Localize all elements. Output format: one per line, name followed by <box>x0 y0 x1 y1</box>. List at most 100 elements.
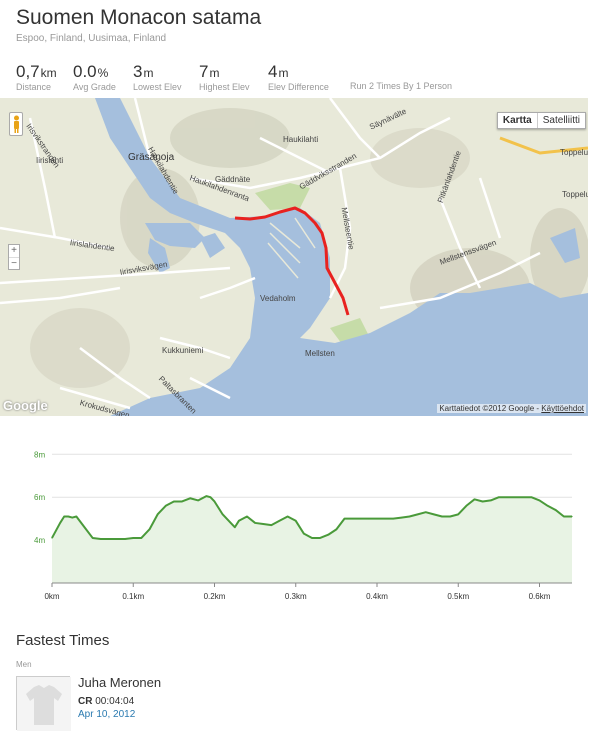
avatar[interactable] <box>16 676 71 731</box>
stat-highest-elev: 7m Highest Elev <box>199 62 250 92</box>
elevation-point <box>140 537 142 539</box>
elevation-point <box>563 515 565 518</box>
segment-route <box>234 206 350 316</box>
y-tick-label: 4m <box>34 536 45 545</box>
elevation-point <box>234 526 236 528</box>
zoom-in-button[interactable]: + <box>11 245 17 256</box>
elevation-point <box>335 528 337 530</box>
map-label-vedaholm: Vedaholm <box>260 294 296 303</box>
zoom-control: + − <box>8 244 20 270</box>
stat-avg-grade: 0.0% Avg Grade <box>73 62 116 92</box>
stat-distance-value: 0,7 <box>16 62 40 81</box>
elevation-point <box>400 516 402 519</box>
stat-elev-difference-unit: m <box>278 66 289 80</box>
elevation-point <box>230 522 232 524</box>
elevation-point <box>51 537 53 539</box>
elevation-point <box>522 496 524 498</box>
elevation-point <box>311 537 313 539</box>
elevation-point <box>59 522 61 524</box>
jersey-icon <box>17 677 71 731</box>
fastest-section-men: Men <box>16 660 32 669</box>
elevation-point <box>63 515 65 518</box>
elevation-point <box>498 496 500 498</box>
stat-elev-difference-label: Elev Difference <box>268 82 329 92</box>
map-type-kartta[interactable]: Kartta <box>498 113 538 128</box>
elevation-point <box>327 534 329 536</box>
elevation-point <box>157 513 159 515</box>
elevation-point <box>433 513 435 515</box>
elevation-area <box>52 496 572 583</box>
elevation-point <box>148 528 151 530</box>
stat-lowest-elev-value: 3 <box>133 62 143 81</box>
stat-highest-elev-value: 7 <box>199 62 209 81</box>
x-tick-label: 0.5km <box>447 592 469 601</box>
elevation-point <box>124 538 126 540</box>
cr-time[interactable]: 00:04:04 <box>95 696 135 707</box>
zoom-out-button[interactable]: − <box>9 257 19 269</box>
segment-location: Espoo, Finland, Uusimaa, Finland <box>16 33 167 44</box>
elevation-point <box>384 518 386 520</box>
stat-runs-label: Run 2 Times By 1 Person <box>350 81 453 91</box>
elevation-point <box>205 495 207 497</box>
elevation-point <box>83 526 86 528</box>
map-water <box>95 98 588 416</box>
elevation-point <box>352 518 354 520</box>
elevation-point <box>319 537 321 539</box>
map-label-haukilahti: Haukilahti <box>283 135 319 144</box>
elevation-point <box>514 496 516 498</box>
elevation-point <box>368 518 370 520</box>
elevation-point <box>238 520 240 522</box>
x-tick-label: 0.2km <box>204 592 226 601</box>
cr-date[interactable]: Apr 10, 2012 <box>78 709 136 720</box>
stat-avg-grade-unit: % <box>97 66 109 80</box>
elevation-point <box>100 538 102 540</box>
elevation-point <box>262 523 264 525</box>
map-type-control: Kartta Satelliitti <box>496 112 586 129</box>
elevation-point <box>165 505 167 507</box>
stat-distance-label: Distance <box>16 82 52 92</box>
map-terms-link[interactable]: Käyttöehdot <box>541 404 584 413</box>
elevation-point <box>189 497 191 499</box>
x-tick-label: 0.3km <box>285 592 307 601</box>
y-tick-label: 8m <box>34 450 45 459</box>
elevation-point <box>417 513 419 515</box>
map-label-iirislahti: Iirislahti <box>36 156 64 165</box>
street-view-pegman[interactable] <box>9 112 23 136</box>
elevation-point <box>222 513 224 515</box>
map-roads <box>0 98 588 410</box>
elevation-point <box>538 499 541 502</box>
map-label-toppelu-2: Toppelu <box>562 190 588 199</box>
stat-lowest-elev-label: Lowest Elev <box>133 82 182 92</box>
elevation-point <box>246 515 248 518</box>
elevation-point <box>482 500 484 503</box>
segment-map[interactable]: Gräsanoja Haukilahti Vedaholm Mellsten K… <box>0 98 588 416</box>
map-label-toppelu-1: Toppelu <box>560 148 588 157</box>
elevation-point <box>457 513 459 515</box>
stat-highest-elev-unit: m <box>209 66 220 80</box>
elevation-point <box>449 515 451 518</box>
map-canvas[interactable] <box>0 98 588 416</box>
fastest-times-title: Fastest Times <box>16 632 110 649</box>
elevation-line <box>51 495 572 541</box>
stat-elev-difference: 4m Elev Difference <box>268 62 329 92</box>
elevation-point <box>181 500 183 503</box>
segment-title: Suomen Monacon satama <box>16 6 262 29</box>
google-logo[interactable]: Google <box>3 398 48 413</box>
stat-runs: Run 2 Times By 1 Person <box>350 81 452 91</box>
elevation-point <box>441 515 443 518</box>
elevation-point <box>425 511 427 513</box>
map-type-satelliitti[interactable]: Satelliitti <box>542 115 580 126</box>
stat-highest-elev-label: Highest Elev <box>199 82 250 92</box>
elevation-point <box>555 509 557 511</box>
elevation-chart[interactable]: 8m 6m 4m 0km 0.1km 0.2km 0.3km 0.4km 0.5km 0.6km <box>0 440 588 610</box>
map-attribution: Karttatiedot ©2012 Google - Käyttöehdot <box>437 404 586 413</box>
athlete-name[interactable]: Juha Meronen <box>78 675 162 690</box>
elevation-point <box>75 515 77 518</box>
elevation-point <box>392 518 394 520</box>
elevation-point <box>295 520 297 522</box>
elevation-point <box>132 537 134 539</box>
elevation-point <box>197 499 199 502</box>
map-label-grasanoja: Gräsanoja <box>128 152 175 163</box>
elevation-point <box>547 505 549 507</box>
elevation-point <box>173 500 175 503</box>
